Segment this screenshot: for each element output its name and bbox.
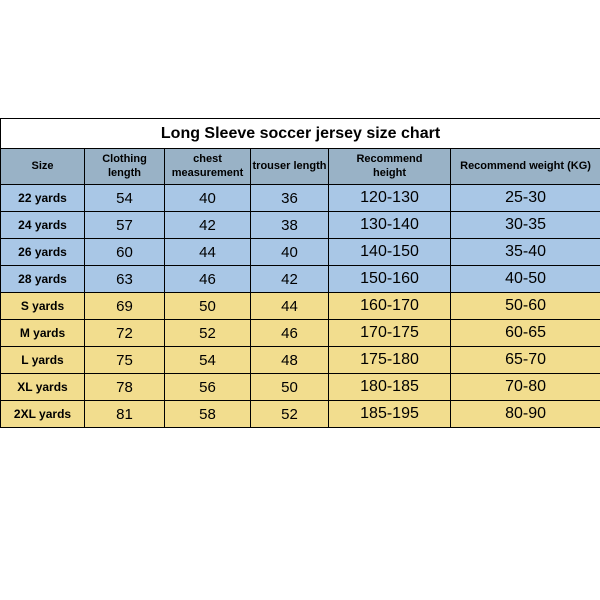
cell-0-1: 54 [85,185,165,212]
cell-7-2: 56 [165,374,251,401]
col-header-2: chest measurement [165,149,251,185]
cell-5-4: 170-175 [329,320,451,347]
cell-7-1: 78 [85,374,165,401]
cell-2-4: 140-150 [329,239,451,266]
col-header-3: trouser length [251,149,329,185]
cell-4-5: 50-60 [451,293,600,320]
cell-1-0: 24 yards [1,212,85,239]
table-row: XL yards785650180-18570-80 [1,374,600,401]
table-row: 2XL yards815852185-19580-90 [1,401,600,428]
cell-1-2: 42 [165,212,251,239]
table-row: 24 yards574238130-14030-35 [1,212,600,239]
col-header-5: Recommend weight (KG) [451,149,600,185]
cell-7-3: 50 [251,374,329,401]
cell-6-4: 175-180 [329,347,451,374]
col-header-4: Recommendheight [329,149,451,185]
cell-5-0: M yards [1,320,85,347]
cell-2-1: 60 [85,239,165,266]
cell-3-5: 40-50 [451,266,600,293]
table-body: 22 yards544036120-13025-3024 yards574238… [1,185,600,428]
cell-2-3: 40 [251,239,329,266]
cell-0-2: 40 [165,185,251,212]
cell-8-4: 185-195 [329,401,451,428]
col-header-1: Clothinglength [85,149,165,185]
cell-3-2: 46 [165,266,251,293]
cell-2-0: 26 yards [1,239,85,266]
cell-8-0: 2XL yards [1,401,85,428]
cell-3-1: 63 [85,266,165,293]
table-row: 28 yards634642150-16040-50 [1,266,600,293]
cell-7-0: XL yards [1,374,85,401]
cell-6-5: 65-70 [451,347,600,374]
cell-4-3: 44 [251,293,329,320]
cell-3-4: 150-160 [329,266,451,293]
cell-5-2: 52 [165,320,251,347]
table-row: L yards755448175-18065-70 [1,347,600,374]
cell-8-1: 81 [85,401,165,428]
chart-container: Long Sleeve soccer jersey size chart Siz… [0,0,600,428]
cell-6-3: 48 [251,347,329,374]
cell-6-0: L yards [1,347,85,374]
cell-7-4: 180-185 [329,374,451,401]
cell-6-2: 54 [165,347,251,374]
table-row: M yards725246170-17560-65 [1,320,600,347]
cell-4-4: 160-170 [329,293,451,320]
cell-0-4: 120-130 [329,185,451,212]
cell-3-3: 42 [251,266,329,293]
cell-8-2: 58 [165,401,251,428]
cell-4-1: 69 [85,293,165,320]
cell-1-5: 30-35 [451,212,600,239]
size-chart-table: Long Sleeve soccer jersey size chart Siz… [0,118,600,428]
cell-2-2: 44 [165,239,251,266]
cell-6-1: 75 [85,347,165,374]
cell-0-0: 22 yards [1,185,85,212]
header-row: SizeClothinglengthchest measurementtrous… [1,149,600,185]
cell-1-3: 38 [251,212,329,239]
cell-1-4: 130-140 [329,212,451,239]
cell-8-3: 52 [251,401,329,428]
cell-5-1: 72 [85,320,165,347]
cell-1-1: 57 [85,212,165,239]
cell-8-5: 80-90 [451,401,600,428]
table-row: 26 yards604440140-15035-40 [1,239,600,266]
cell-0-5: 25-30 [451,185,600,212]
table-row: S yards695044160-17050-60 [1,293,600,320]
chart-title: Long Sleeve soccer jersey size chart [1,119,600,149]
table-row: 22 yards544036120-13025-30 [1,185,600,212]
cell-3-0: 28 yards [1,266,85,293]
cell-4-0: S yards [1,293,85,320]
cell-4-2: 50 [165,293,251,320]
cell-2-5: 35-40 [451,239,600,266]
cell-7-5: 70-80 [451,374,600,401]
cell-5-5: 60-65 [451,320,600,347]
cell-0-3: 36 [251,185,329,212]
cell-5-3: 46 [251,320,329,347]
title-row: Long Sleeve soccer jersey size chart [1,119,600,149]
col-header-0: Size [1,149,85,185]
